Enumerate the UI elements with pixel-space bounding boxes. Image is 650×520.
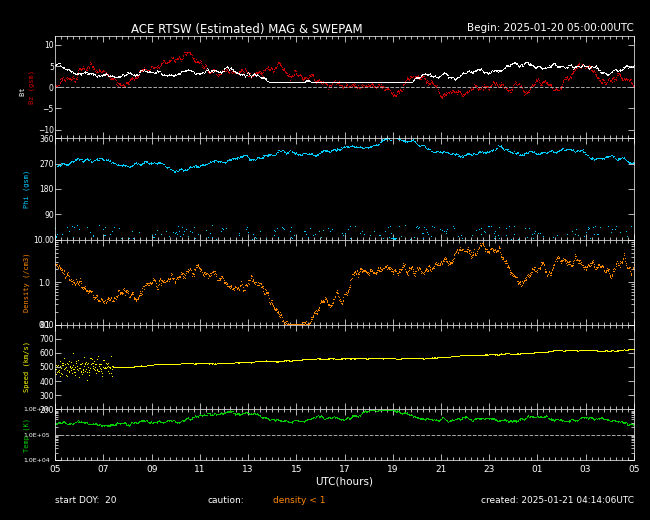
Text: caution:: caution: [208,496,244,505]
Text: Bt: Bt [20,79,27,96]
Text: Begin: 2025-01-20 05:00:00UTC: Begin: 2025-01-20 05:00:00UTC [467,23,634,33]
X-axis label: UTC(hours): UTC(hours) [315,477,374,487]
Text: created: 2025-01-21 04:14:06UTC: created: 2025-01-21 04:14:06UTC [481,496,634,505]
Text: Temp (K): Temp (K) [23,418,30,452]
Text: density < 1: density < 1 [273,496,326,505]
Text: start DOY:  20: start DOY: 20 [55,496,117,505]
Text: ACE RTSW (Estimated) MAG & SWEPAM: ACE RTSW (Estimated) MAG & SWEPAM [131,23,363,36]
Text: Speed (km/s): Speed (km/s) [23,342,30,393]
Text: Bz (gsm): Bz (gsm) [29,70,35,104]
Text: Density (/cm3): Density (/cm3) [23,252,30,312]
Text: Phi (gsm): Phi (gsm) [23,170,30,208]
